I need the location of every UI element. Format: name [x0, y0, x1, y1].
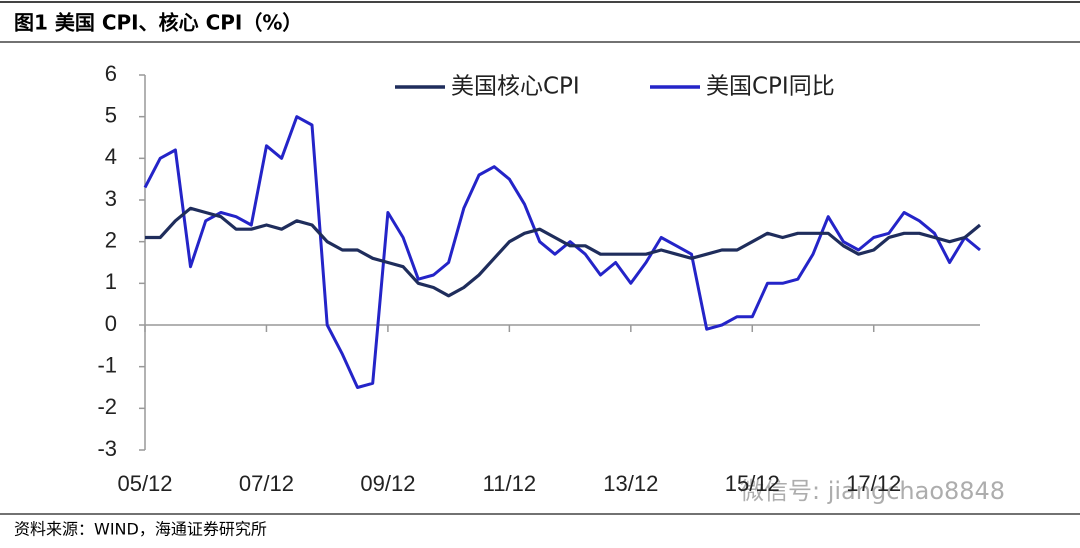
y-tick-label: -2 — [97, 394, 117, 419]
legend-label: 美国核心CPI — [451, 74, 580, 100]
source: 资料来源：WIND，海通证券研究所 — [14, 520, 267, 539]
y-tick-label: 5 — [105, 102, 117, 127]
y-tick-label: -3 — [97, 436, 117, 461]
y-tick-label: 0 — [105, 311, 117, 336]
y-tick-label: 4 — [105, 144, 117, 169]
series-line — [143, 115, 981, 389]
y-tick-label: 3 — [105, 186, 117, 211]
x-tick-label: 09/12 — [360, 471, 415, 496]
y-tick-label: 1 — [105, 269, 117, 294]
x-tick-label: 05/12 — [117, 471, 172, 496]
series-line — [145, 206, 982, 298]
chart-title: 图1 美国 CPI、核心 CPI（%） — [14, 11, 302, 35]
x-tick-label: 07/12 — [239, 471, 294, 496]
x-tick-label: 17/12 — [846, 471, 901, 496]
y-tick-label: -1 — [97, 352, 117, 377]
x-tick-label: 15/12 — [725, 471, 780, 496]
watermark: 微信号: jiangchao8848 — [740, 477, 1005, 505]
x-tick-label: 11/12 — [483, 471, 536, 496]
legend-label: 美国CPI同比 — [706, 74, 835, 100]
x-tick-label: 13/12 — [603, 471, 658, 496]
y-tick-label: 2 — [105, 227, 117, 252]
y-tick-label: 6 — [105, 61, 117, 86]
